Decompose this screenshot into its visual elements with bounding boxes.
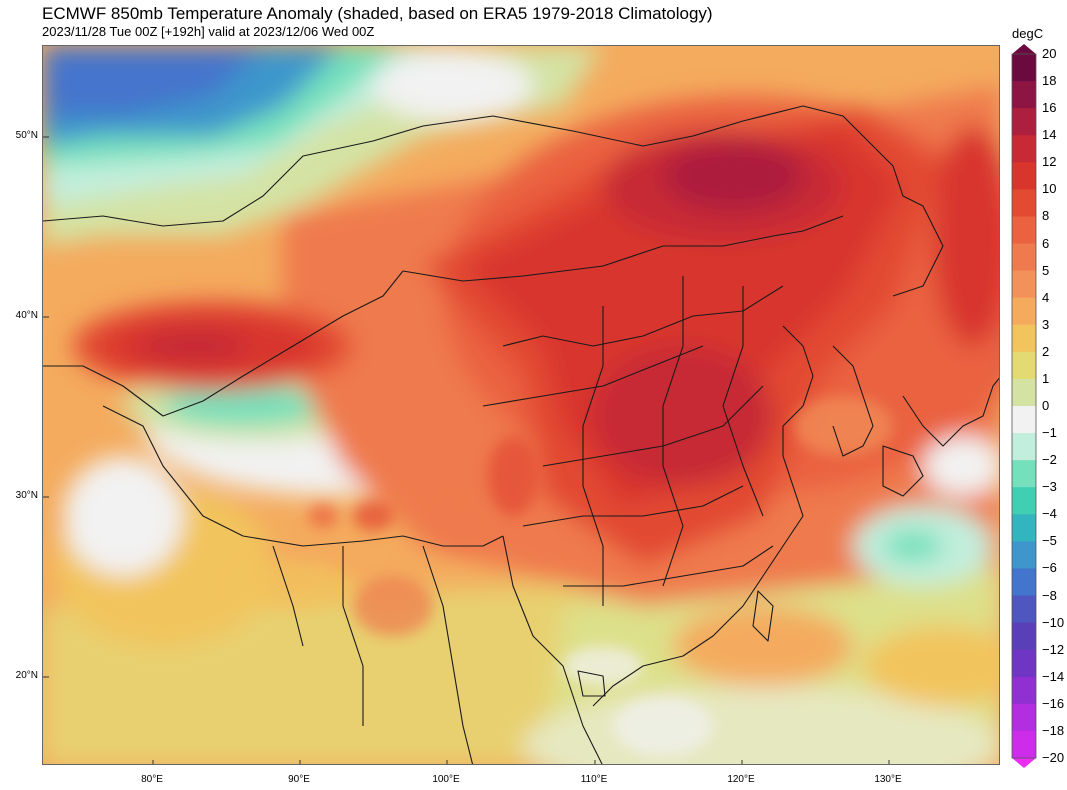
colorbar-tick-label: 4 [1042,289,1050,305]
colorbar-segment [1012,514,1036,542]
colorbar-tick-label: −4 [1042,506,1057,522]
colorbar-segment [1012,351,1036,380]
lat-label-30n: 30°N [15,490,38,501]
lon-label-100e: 100°E [432,774,460,785]
colorbar-tick-label: 16 [1042,100,1057,116]
frame-ticks [43,136,890,764]
colorbar-tick-label: 6 [1042,235,1050,251]
colorbar-tick-label: 18 [1042,73,1057,89]
colorbar-segment [1012,270,1036,299]
map-title: ECMWF 850mb Temperature Anomaly (shaded,… [42,4,713,23]
lat-label-40n: 40°N [15,310,38,321]
colorbar-tick-label: −20 [1042,750,1065,765]
lat-label-50n: 50°N [15,130,38,141]
colorbar-segment [1012,135,1036,163]
anomaly-map [42,45,1000,765]
anomaly-field [43,46,999,764]
mongolia-peak-warm-anomaly [663,141,803,211]
colorbar-tick-label: 14 [1042,127,1057,143]
colorbar-tick-label: 12 [1042,154,1057,170]
colorbar-tick-label: 5 [1042,262,1050,278]
colorbar-tick-label: −16 [1042,695,1065,711]
colorbar-segment [1012,406,1036,434]
colorbar-tick-label: −6 [1042,560,1057,576]
colorbar-segment [1012,730,1036,759]
colorbar-tick-label: 0 [1042,398,1050,413]
colorbar-segment [1012,378,1036,407]
colorbar-tick-label: 2 [1042,343,1050,359]
colorbar-tick-label: 10 [1042,181,1057,197]
colorbar-segment [1012,243,1036,272]
colorbar-tick-label: −12 [1042,641,1065,657]
colorbar-segment [1012,54,1036,82]
colorbar-segment [1012,433,1036,461]
lon-label-120e: 120°E [727,774,755,785]
lon-label-130e: 130°E [874,774,902,785]
colorbar-unit: degC [1012,26,1044,41]
colorbar-segment [1012,595,1036,624]
colorbar-segment [1012,324,1036,353]
colorbar-segment [1012,541,1036,569]
colorbar-segment [1012,703,1036,732]
colorbar-tick-label: −14 [1042,668,1065,684]
colorbar-tick-label: −5 [1042,533,1057,549]
colorbar-tick-label: −8 [1042,587,1057,603]
colorbar-tick-label: −3 [1042,479,1057,495]
colorbar-tick-label: 1 [1042,370,1050,386]
colorbar-segment [1012,649,1036,678]
colorbar-tick-label: −18 [1042,722,1065,738]
lon-label-110e: 110°E [580,774,608,785]
colorbar-segment [1012,297,1036,326]
colorbar-tick-label: 3 [1042,316,1050,332]
colorbar-segment [1012,487,1036,515]
colorbar-segment [1012,162,1036,190]
map-subtitle: 2023/11/28 Tue 00Z [+192h] valid at 2023… [42,24,375,39]
borders [43,105,999,764]
colorbar-outline [1011,53,1037,759]
colorbar-tick-label: 20 [1042,46,1057,61]
colorbar-tick-label: −1 [1042,425,1057,441]
colorbar-segment [1012,81,1036,109]
colorbar-tick-label: −10 [1042,614,1065,630]
colorbar-segment [1012,676,1036,705]
colorbar [1011,44,1037,768]
colorbar-segment [1012,216,1036,245]
lat-label-20n: 20°N [15,670,38,681]
colorbar-top-arrow [1012,44,1036,54]
colorbar-segment [1012,460,1036,488]
colorbar-tick-label: 8 [1042,208,1050,224]
colorbar-bottom-arrow [1012,758,1036,768]
colorbar-segment [1012,189,1036,217]
colorbar-segment [1012,108,1036,136]
lon-label-90e: 90°E [288,774,310,785]
lon-label-80e: 80°E [141,774,163,785]
colorbar-tick-label: −2 [1042,452,1057,468]
colorbar-segment [1012,568,1036,597]
colorbar-segment [1012,622,1036,651]
